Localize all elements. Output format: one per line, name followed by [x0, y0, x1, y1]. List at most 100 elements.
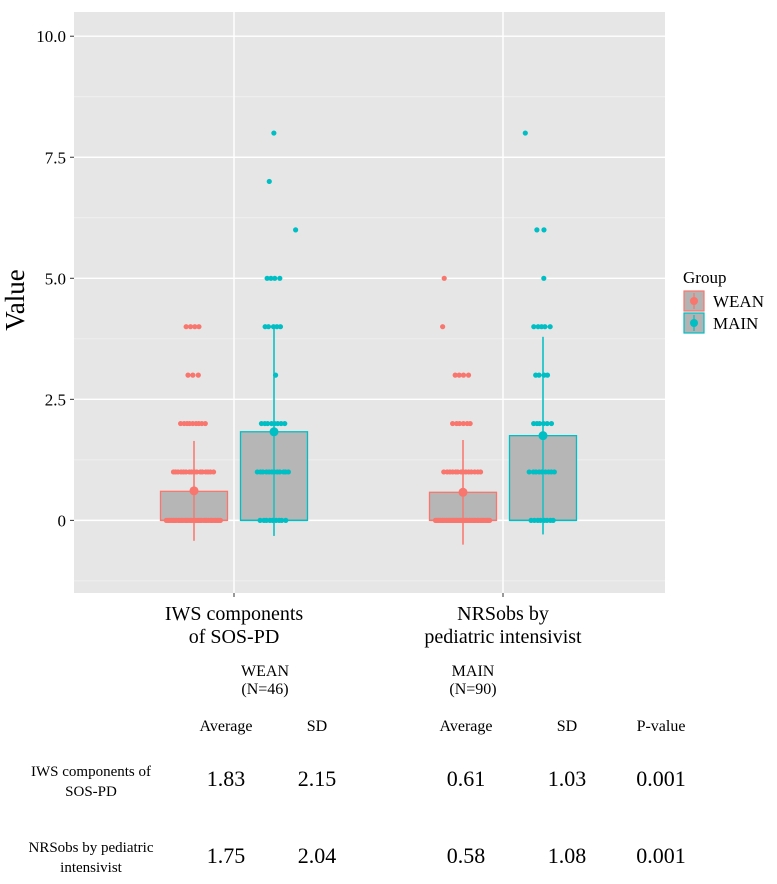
data-point — [194, 469, 200, 475]
data-point — [551, 469, 557, 475]
data-point — [272, 372, 279, 378]
y-tick-label: 2.5 — [45, 390, 66, 409]
group-header-main-name: MAIN — [451, 663, 495, 680]
data-point — [548, 420, 555, 427]
data-point — [465, 372, 472, 378]
data-point — [183, 324, 189, 330]
data-point — [526, 469, 532, 475]
data-point — [277, 324, 284, 330]
data-point — [452, 372, 458, 378]
data-point — [477, 469, 484, 475]
data-point — [544, 420, 550, 427]
data-point — [257, 517, 263, 523]
data-point — [196, 324, 202, 330]
y-tick-label: 5.0 — [45, 269, 66, 288]
data-point — [278, 420, 284, 427]
data-point — [537, 517, 544, 523]
cell-nrsobs-wean-average: 1.75 — [206, 843, 246, 868]
cell-iws-main-average: 0.61 — [446, 766, 486, 791]
data-point — [460, 372, 467, 378]
data-point — [285, 469, 292, 475]
data-point — [265, 324, 272, 330]
data-point — [195, 372, 201, 378]
data-point — [274, 324, 280, 330]
data-point — [272, 275, 278, 281]
data-point — [487, 517, 493, 523]
data-point — [460, 420, 466, 427]
data-point — [187, 324, 194, 330]
data-point — [536, 420, 543, 427]
mean-point — [269, 427, 279, 437]
data-point — [265, 420, 271, 427]
data-point — [542, 324, 548, 330]
data-point — [264, 275, 270, 281]
legend-key-point — [690, 319, 698, 327]
y-axis-label: Value — [0, 269, 30, 330]
data-point — [541, 227, 547, 233]
data-point — [279, 517, 285, 523]
cell-nrsobs-p-value: 0.001 — [636, 843, 686, 868]
row-label-nrsobs: NRSobs by pediatric intensivist — [28, 840, 154, 876]
cell-iws-wean-average: 1.83 — [206, 766, 246, 791]
col-header-main-average: Average — [439, 718, 493, 735]
grid-lines — [74, 12, 665, 593]
cell-iws-p-value: 0.001 — [636, 766, 686, 791]
data-point — [202, 420, 208, 427]
mean-point — [538, 431, 548, 441]
data-point — [450, 420, 456, 427]
data-point — [467, 420, 473, 427]
data-point — [534, 227, 540, 233]
y-tick-label: 0 — [58, 511, 67, 530]
cell-iws-wean-sd: 2.15 — [297, 766, 337, 791]
legend-label: WEAN — [713, 292, 764, 311]
data-point — [277, 275, 283, 281]
mean-point — [458, 487, 468, 497]
data-point — [541, 275, 547, 281]
data-point — [544, 372, 551, 378]
col-header-main-sd: SD — [556, 718, 578, 735]
data-point — [550, 517, 556, 523]
data-point — [282, 420, 288, 427]
data-point — [536, 372, 542, 378]
cell-iws-main-sd: 1.03 — [547, 766, 587, 791]
y-tick-label: 7.5 — [45, 148, 66, 167]
y-axis: 0 2.5 5.0 7.5 10.0 — [36, 27, 74, 530]
x-tick-label: of SOS-PD — [189, 626, 280, 648]
cell-nrsobs-wean-sd: 2.04 — [297, 843, 337, 868]
group-header-main: MAIN (N=90) — [449, 663, 496, 699]
legend-label: MAIN — [713, 314, 758, 333]
data-point — [266, 178, 272, 185]
group-header-wean: WEAN (N=46) — [241, 663, 289, 699]
legend: Group WEAN MAIN — [683, 268, 764, 334]
data-point — [547, 324, 553, 330]
data-point — [185, 372, 191, 378]
data-point — [192, 324, 198, 330]
col-header-wean-average: Average — [199, 718, 253, 735]
data-point — [531, 324, 537, 330]
group-header-main-n: (N=90) — [449, 681, 497, 698]
x-tick-label: pediatric intensivist — [424, 626, 582, 648]
data-point — [456, 420, 463, 427]
data-point — [210, 469, 217, 475]
data-point — [440, 324, 446, 330]
data-point — [456, 372, 462, 378]
legend-key-point — [690, 297, 698, 305]
x-tick-label: NRSobs by — [457, 603, 549, 625]
col-header-wean-sd: SD — [306, 718, 328, 735]
data-point — [540, 420, 547, 427]
data-point — [277, 469, 283, 475]
cell-nrsobs-main-sd: 1.08 — [547, 843, 587, 868]
data-point — [441, 275, 447, 281]
data-point — [522, 130, 528, 136]
data-point — [190, 372, 196, 378]
group-header-wean-n: (N=46) — [241, 681, 289, 698]
data-point — [268, 275, 274, 281]
row-label-iws: IWS components of SOS-PD — [31, 764, 151, 800]
col-header-p-value: P-value — [636, 718, 686, 735]
legend-title: Group — [683, 268, 726, 287]
data-point — [293, 227, 299, 233]
group-header-wean-name: WEAN — [241, 663, 289, 680]
jitter-points — [163, 130, 557, 523]
